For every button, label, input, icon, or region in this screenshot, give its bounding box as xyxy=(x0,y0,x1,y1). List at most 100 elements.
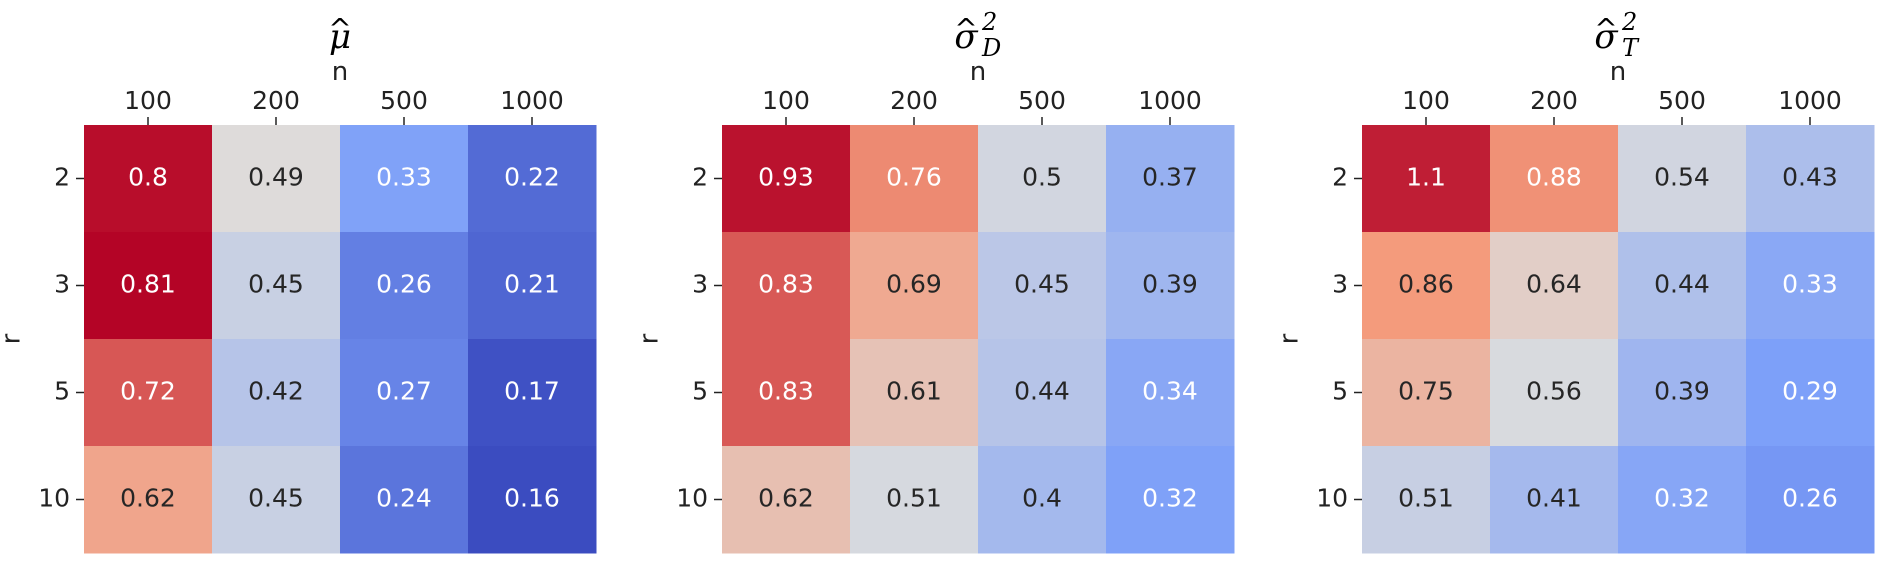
x-tick-label: 500 xyxy=(1658,86,1706,115)
x-tick-label: 500 xyxy=(1018,86,1066,115)
heatmap-cell xyxy=(1106,125,1235,233)
cell-value-label: 0.33 xyxy=(376,163,432,192)
panel-title-accent: ^ xyxy=(328,12,351,45)
heatmap-cell xyxy=(1362,125,1491,233)
heatmap-cell xyxy=(340,339,469,447)
cell-value-label: 0.17 xyxy=(504,377,560,406)
cell-value-label: 0.62 xyxy=(120,484,176,513)
heatmap-cell xyxy=(212,232,341,340)
heatmap-cell xyxy=(1618,339,1747,447)
panel-title-accent: ^ xyxy=(1594,12,1617,45)
panel-title-superscript: 2 xyxy=(1621,8,1637,36)
cell-value-label: 0.51 xyxy=(886,484,942,513)
heatmap-cell xyxy=(850,125,979,233)
cell-value-label: 0.22 xyxy=(504,163,560,192)
cell-value-label: 0.24 xyxy=(376,484,432,513)
y-axis-label: r xyxy=(635,333,665,344)
heatmap-cell xyxy=(978,339,1107,447)
heatmap-cell xyxy=(1746,446,1875,554)
cell-value-label: 0.64 xyxy=(1526,270,1582,299)
heatmap-panel-1: μ^ n r 100 200 500 1000 2 3 5 10 0.8 0.49 0.33 0.22 0.8… xyxy=(0,12,597,554)
cell-value-label: 0.27 xyxy=(376,377,432,406)
cell-value-label: 0.39 xyxy=(1142,270,1198,299)
heatmap-cell xyxy=(1362,446,1491,554)
panel-title-accent: ^ xyxy=(954,12,977,45)
panel-title: μ xyxy=(329,17,351,57)
x-axis-label: n xyxy=(332,57,348,87)
heatmap-cell xyxy=(850,232,979,340)
heatmap-cell xyxy=(212,446,341,554)
cell-value-label: 1.1 xyxy=(1406,163,1446,192)
heatmap-cell xyxy=(722,232,851,340)
heatmap-cell xyxy=(1746,232,1875,340)
cell-value-label: 0.43 xyxy=(1782,163,1838,192)
heatmap-cell xyxy=(978,232,1107,340)
panel-title-subscript: T xyxy=(1622,34,1640,62)
heatmap-cell xyxy=(1490,125,1619,233)
y-tick-label: 2 xyxy=(1332,163,1348,192)
heatmap-cell xyxy=(340,446,469,554)
y-tick-label: 2 xyxy=(54,163,70,192)
cell-value-label: 0.16 xyxy=(504,484,560,513)
cell-value-label: 0.83 xyxy=(758,377,814,406)
x-tick-label: 100 xyxy=(1402,86,1450,115)
heatmap-cell xyxy=(84,125,213,233)
y-axis-label: r xyxy=(1275,333,1305,344)
cell-value-label: 0.45 xyxy=(1014,270,1070,299)
heatmap-cell xyxy=(1618,446,1747,554)
cell-value-label: 0.54 xyxy=(1654,163,1710,192)
heatmap-cell xyxy=(1362,232,1491,340)
heatmap-cell xyxy=(1106,446,1235,554)
heatmap-cell xyxy=(212,339,341,447)
cell-value-label: 0.61 xyxy=(886,377,942,406)
heatmap-cell xyxy=(1618,232,1747,340)
cell-value-label: 0.34 xyxy=(1142,377,1198,406)
heatmap-cell xyxy=(84,232,213,340)
x-tick-label: 200 xyxy=(1530,86,1578,115)
cell-value-label: 0.72 xyxy=(120,377,176,406)
y-tick-label: 2 xyxy=(692,163,708,192)
heatmap-cell xyxy=(1490,339,1619,447)
heatmap-cell xyxy=(212,125,341,233)
heatmap-cell xyxy=(1746,125,1875,233)
x-tick-label: 1000 xyxy=(500,86,564,115)
cell-value-label: 0.4 xyxy=(1022,484,1062,513)
x-axis-label: n xyxy=(970,57,986,87)
x-axis-label: n xyxy=(1610,57,1626,87)
cell-value-label: 0.26 xyxy=(376,270,432,299)
cell-value-label: 0.26 xyxy=(1782,484,1838,513)
y-tick-label: 3 xyxy=(692,270,708,299)
heatmap-cell xyxy=(850,446,979,554)
cell-value-label: 0.21 xyxy=(504,270,560,299)
heatmap-cell xyxy=(1106,232,1235,340)
heatmap-cell xyxy=(84,339,213,447)
cell-value-label: 0.32 xyxy=(1654,484,1710,513)
cell-value-label: 0.49 xyxy=(248,163,304,192)
y-tick-label: 5 xyxy=(54,377,70,406)
y-tick-label: 3 xyxy=(1332,270,1348,299)
cell-value-label: 0.44 xyxy=(1654,270,1710,299)
cell-value-label: 0.37 xyxy=(1142,163,1198,192)
cell-value-label: 0.62 xyxy=(758,484,814,513)
y-tick-label: 10 xyxy=(1316,484,1348,513)
panel-title-superscript: 2 xyxy=(981,8,997,36)
cell-value-label: 0.83 xyxy=(758,270,814,299)
cell-value-label: 0.32 xyxy=(1142,484,1198,513)
panel-title: σ xyxy=(954,17,978,57)
cell-value-label: 0.41 xyxy=(1526,484,1582,513)
heatmap-cell xyxy=(468,125,597,233)
cell-value-label: 0.29 xyxy=(1782,377,1838,406)
heatmap-cell xyxy=(1490,446,1619,554)
heatmap-cell xyxy=(340,125,469,233)
y-tick-label: 5 xyxy=(692,377,708,406)
cell-value-label: 0.76 xyxy=(886,163,942,192)
heatmap-cell xyxy=(722,339,851,447)
cell-value-label: 0.5 xyxy=(1022,163,1062,192)
y-tick-label: 5 xyxy=(1332,377,1348,406)
panel-title-subscript: D xyxy=(981,34,1001,62)
heatmap-cell xyxy=(850,339,979,447)
heatmap-cell xyxy=(722,446,851,554)
cell-value-label: 0.75 xyxy=(1398,377,1454,406)
